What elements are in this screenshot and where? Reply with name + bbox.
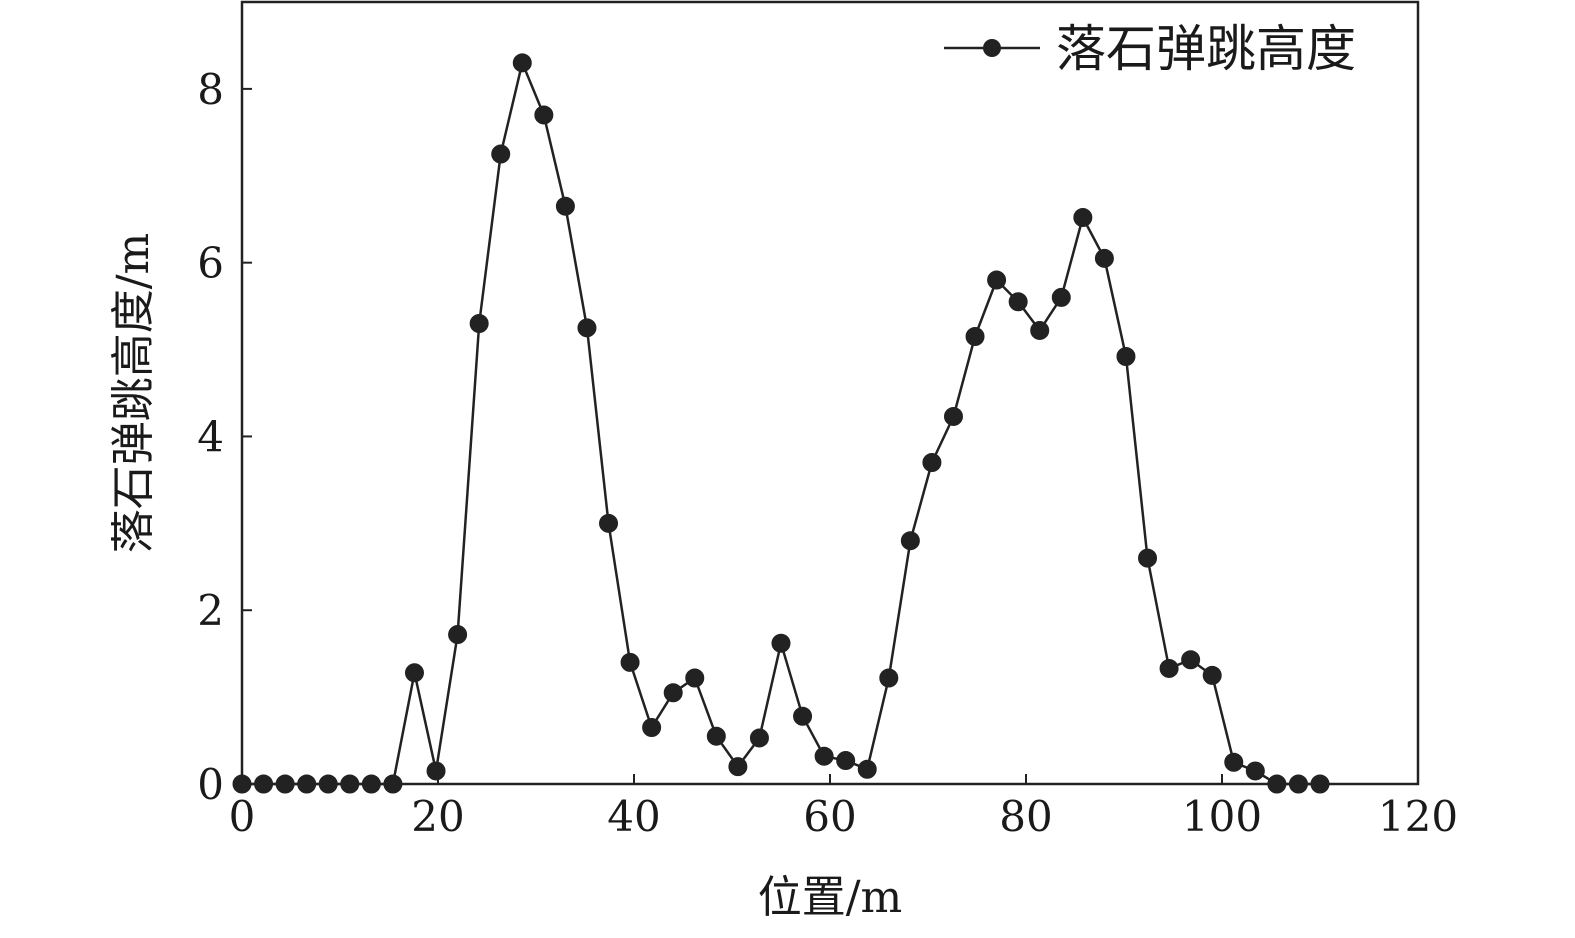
y-tick-label: 8 — [197, 65, 224, 114]
legend-label: 落石弹跳高度 — [1056, 20, 1356, 78]
data-point — [620, 652, 640, 672]
series-layer — [232, 53, 1330, 794]
data-point — [1073, 207, 1093, 227]
data-point — [1288, 774, 1308, 794]
data-point — [965, 327, 985, 347]
y-tick-label: 2 — [197, 586, 224, 635]
data-point — [1181, 650, 1201, 670]
data-point — [1008, 292, 1028, 312]
x-axis-title: 位置/m — [758, 872, 903, 923]
data-point — [943, 406, 963, 426]
data-point — [814, 746, 834, 766]
data-point — [728, 757, 748, 777]
data-point — [383, 774, 403, 794]
y-tick-label: 6 — [197, 239, 224, 288]
data-point — [491, 144, 511, 164]
data-point — [987, 270, 1007, 290]
data-point — [771, 633, 791, 653]
data-point — [663, 683, 683, 703]
y-axis-title: 落石弹跳高度/m — [108, 233, 159, 554]
data-point — [361, 774, 381, 794]
data-point — [900, 531, 920, 551]
data-point — [599, 513, 619, 533]
data-point — [232, 774, 252, 794]
data-point — [1310, 774, 1330, 794]
data-point — [555, 196, 575, 216]
data-point — [340, 774, 360, 794]
data-point — [254, 774, 274, 794]
data-point — [1116, 347, 1136, 367]
data-point — [469, 313, 489, 333]
x-tick-label: 60 — [803, 792, 856, 841]
data-point — [1267, 774, 1287, 794]
data-point — [1202, 665, 1222, 685]
data-point — [275, 774, 295, 794]
data-point — [1030, 320, 1050, 340]
data-point — [1094, 248, 1114, 268]
data-point — [318, 774, 338, 794]
x-tick-label: 120 — [1378, 792, 1458, 841]
data-point — [1051, 287, 1071, 307]
ticks: 0 20 40 60 80 100 120 0 2 4 6 8 — [197, 65, 1458, 841]
legend: 落石弹跳高度 — [944, 20, 1356, 78]
data-point — [706, 726, 726, 746]
x-tick-label: 20 — [411, 792, 464, 841]
data-point — [404, 663, 424, 683]
data-point — [1245, 761, 1265, 781]
data-point — [297, 774, 317, 794]
data-point — [836, 751, 856, 771]
x-tick-label: 40 — [607, 792, 660, 841]
x-tick-label: 0 — [229, 792, 256, 841]
x-tick-label: 80 — [999, 792, 1052, 841]
data-point — [749, 728, 769, 748]
data-point — [577, 318, 597, 338]
data-point — [1224, 752, 1244, 772]
data-point — [1159, 658, 1179, 678]
y-tick-label: 4 — [197, 412, 224, 461]
data-point — [685, 668, 705, 688]
data-point — [793, 706, 813, 726]
data-point — [642, 718, 662, 738]
data-point — [879, 668, 899, 688]
data-point — [1138, 548, 1158, 568]
data-point — [922, 453, 942, 473]
x-tick-label: 100 — [1182, 792, 1262, 841]
y-tick-label: 0 — [197, 760, 224, 809]
data-point — [448, 625, 468, 645]
data-point — [512, 53, 532, 73]
data-point — [857, 759, 877, 779]
data-point — [534, 105, 554, 125]
series-line — [242, 61, 1320, 786]
legend-marker-sample — [983, 39, 1001, 57]
data-point — [426, 761, 446, 781]
